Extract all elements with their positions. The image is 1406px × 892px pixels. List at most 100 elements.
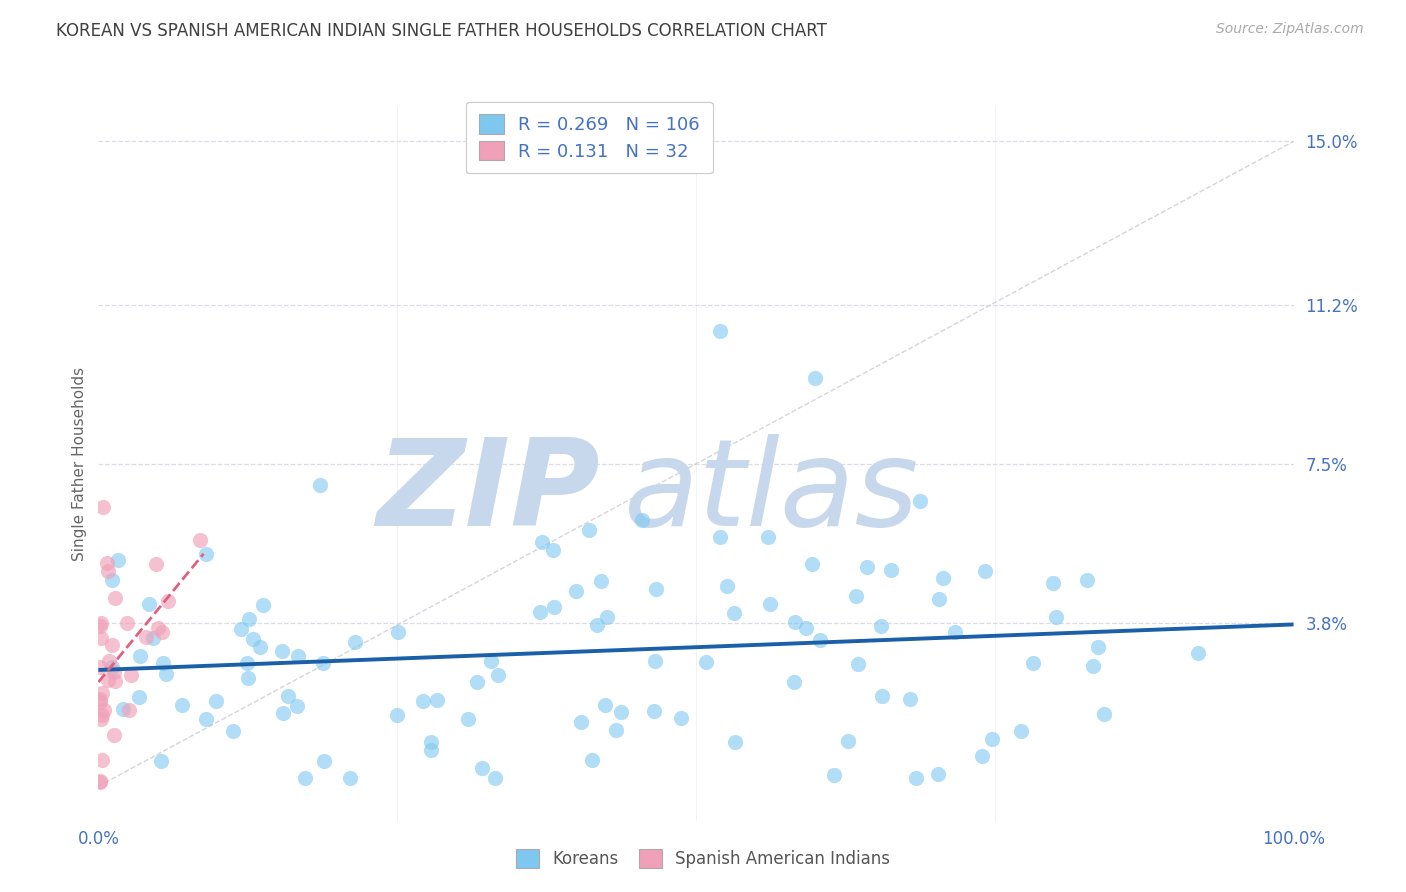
Point: [115, 616, 138, 631]
Point: [759, 597, 782, 611]
Point: [172, 698, 194, 712]
Point: [107, 553, 129, 567]
Point: [89, 695, 111, 709]
Point: [801, 557, 824, 571]
Point: [195, 547, 218, 561]
Point: [1187, 646, 1209, 660]
Point: [285, 699, 308, 714]
Point: [565, 583, 588, 598]
Point: [93, 703, 115, 717]
Point: [905, 771, 928, 785]
Point: [709, 324, 731, 338]
Point: [908, 494, 931, 508]
Point: [90, 713, 112, 727]
Point: [204, 693, 226, 707]
Point: [148, 621, 170, 635]
Point: [569, 714, 592, 729]
Point: [120, 667, 142, 681]
Point: [111, 702, 134, 716]
Point: [479, 654, 502, 668]
Point: [90, 708, 112, 723]
Point: [543, 599, 565, 614]
Point: [457, 713, 479, 727]
Point: [129, 649, 152, 664]
Point: [312, 656, 335, 670]
Point: [810, 632, 832, 647]
Point: [605, 723, 627, 738]
Point: [898, 692, 921, 706]
Point: [89, 619, 111, 633]
Point: [249, 640, 271, 654]
Point: [90, 686, 112, 700]
Point: [387, 624, 409, 639]
Point: [242, 632, 264, 646]
Point: [846, 657, 869, 671]
Point: [471, 761, 494, 775]
Point: [484, 771, 506, 785]
Point: [155, 667, 177, 681]
Point: [1042, 576, 1064, 591]
Point: [1045, 610, 1067, 624]
Point: [1010, 724, 1032, 739]
Point: [145, 557, 167, 571]
Point: [150, 754, 173, 768]
Point: [879, 563, 901, 577]
Point: [541, 542, 564, 557]
Point: [235, 657, 257, 671]
Point: [467, 674, 489, 689]
Point: [578, 523, 600, 537]
Point: [97, 564, 120, 578]
Point: [931, 571, 953, 585]
Point: [339, 771, 361, 785]
Point: [98, 654, 121, 668]
Point: [970, 749, 993, 764]
Point: [157, 594, 180, 608]
Point: [927, 767, 949, 781]
Point: [486, 668, 509, 682]
Point: [271, 706, 294, 721]
Point: [387, 707, 409, 722]
Point: [420, 743, 443, 757]
Point: [104, 591, 127, 606]
Point: [238, 611, 260, 625]
Point: [135, 630, 157, 644]
Legend: R = 0.269   N = 106, R = 0.131   N = 32: R = 0.269 N = 106, R = 0.131 N = 32: [465, 102, 713, 173]
Text: ZIP: ZIP: [377, 434, 600, 551]
Point: [91, 500, 114, 514]
Point: [783, 674, 806, 689]
Point: [1092, 706, 1115, 721]
Point: [1087, 640, 1109, 655]
Point: [530, 534, 553, 549]
Y-axis label: Single Father Households: Single Father Households: [72, 367, 87, 561]
Point: [1081, 659, 1104, 673]
Point: [96, 556, 118, 570]
Point: [89, 615, 111, 630]
Point: [644, 654, 666, 668]
Point: [138, 597, 160, 611]
Point: [1022, 657, 1045, 671]
Point: [89, 660, 111, 674]
Point: [837, 733, 859, 747]
Point: [724, 735, 747, 749]
Point: [644, 582, 666, 596]
Point: [981, 732, 1004, 747]
Point: [596, 609, 619, 624]
Point: [870, 619, 893, 633]
Point: [238, 671, 260, 685]
Point: [103, 665, 125, 679]
Text: atlas: atlas: [624, 434, 920, 551]
Point: [142, 631, 165, 645]
Point: [188, 533, 211, 547]
Text: Source: ZipAtlas.com: Source: ZipAtlas.com: [1216, 22, 1364, 37]
Point: [152, 657, 174, 671]
Point: [89, 775, 111, 789]
Point: [118, 703, 141, 717]
Text: KOREAN VS SPANISH AMERICAN INDIAN SINGLE FATHER HOUSEHOLDS CORRELATION CHART: KOREAN VS SPANISH AMERICAN INDIAN SINGLE…: [56, 22, 827, 40]
Point: [643, 704, 665, 718]
Point: [823, 767, 845, 781]
Point: [591, 574, 613, 588]
Point: [314, 754, 336, 768]
Point: [945, 624, 967, 639]
Point: [294, 771, 316, 785]
Point: [593, 698, 616, 712]
